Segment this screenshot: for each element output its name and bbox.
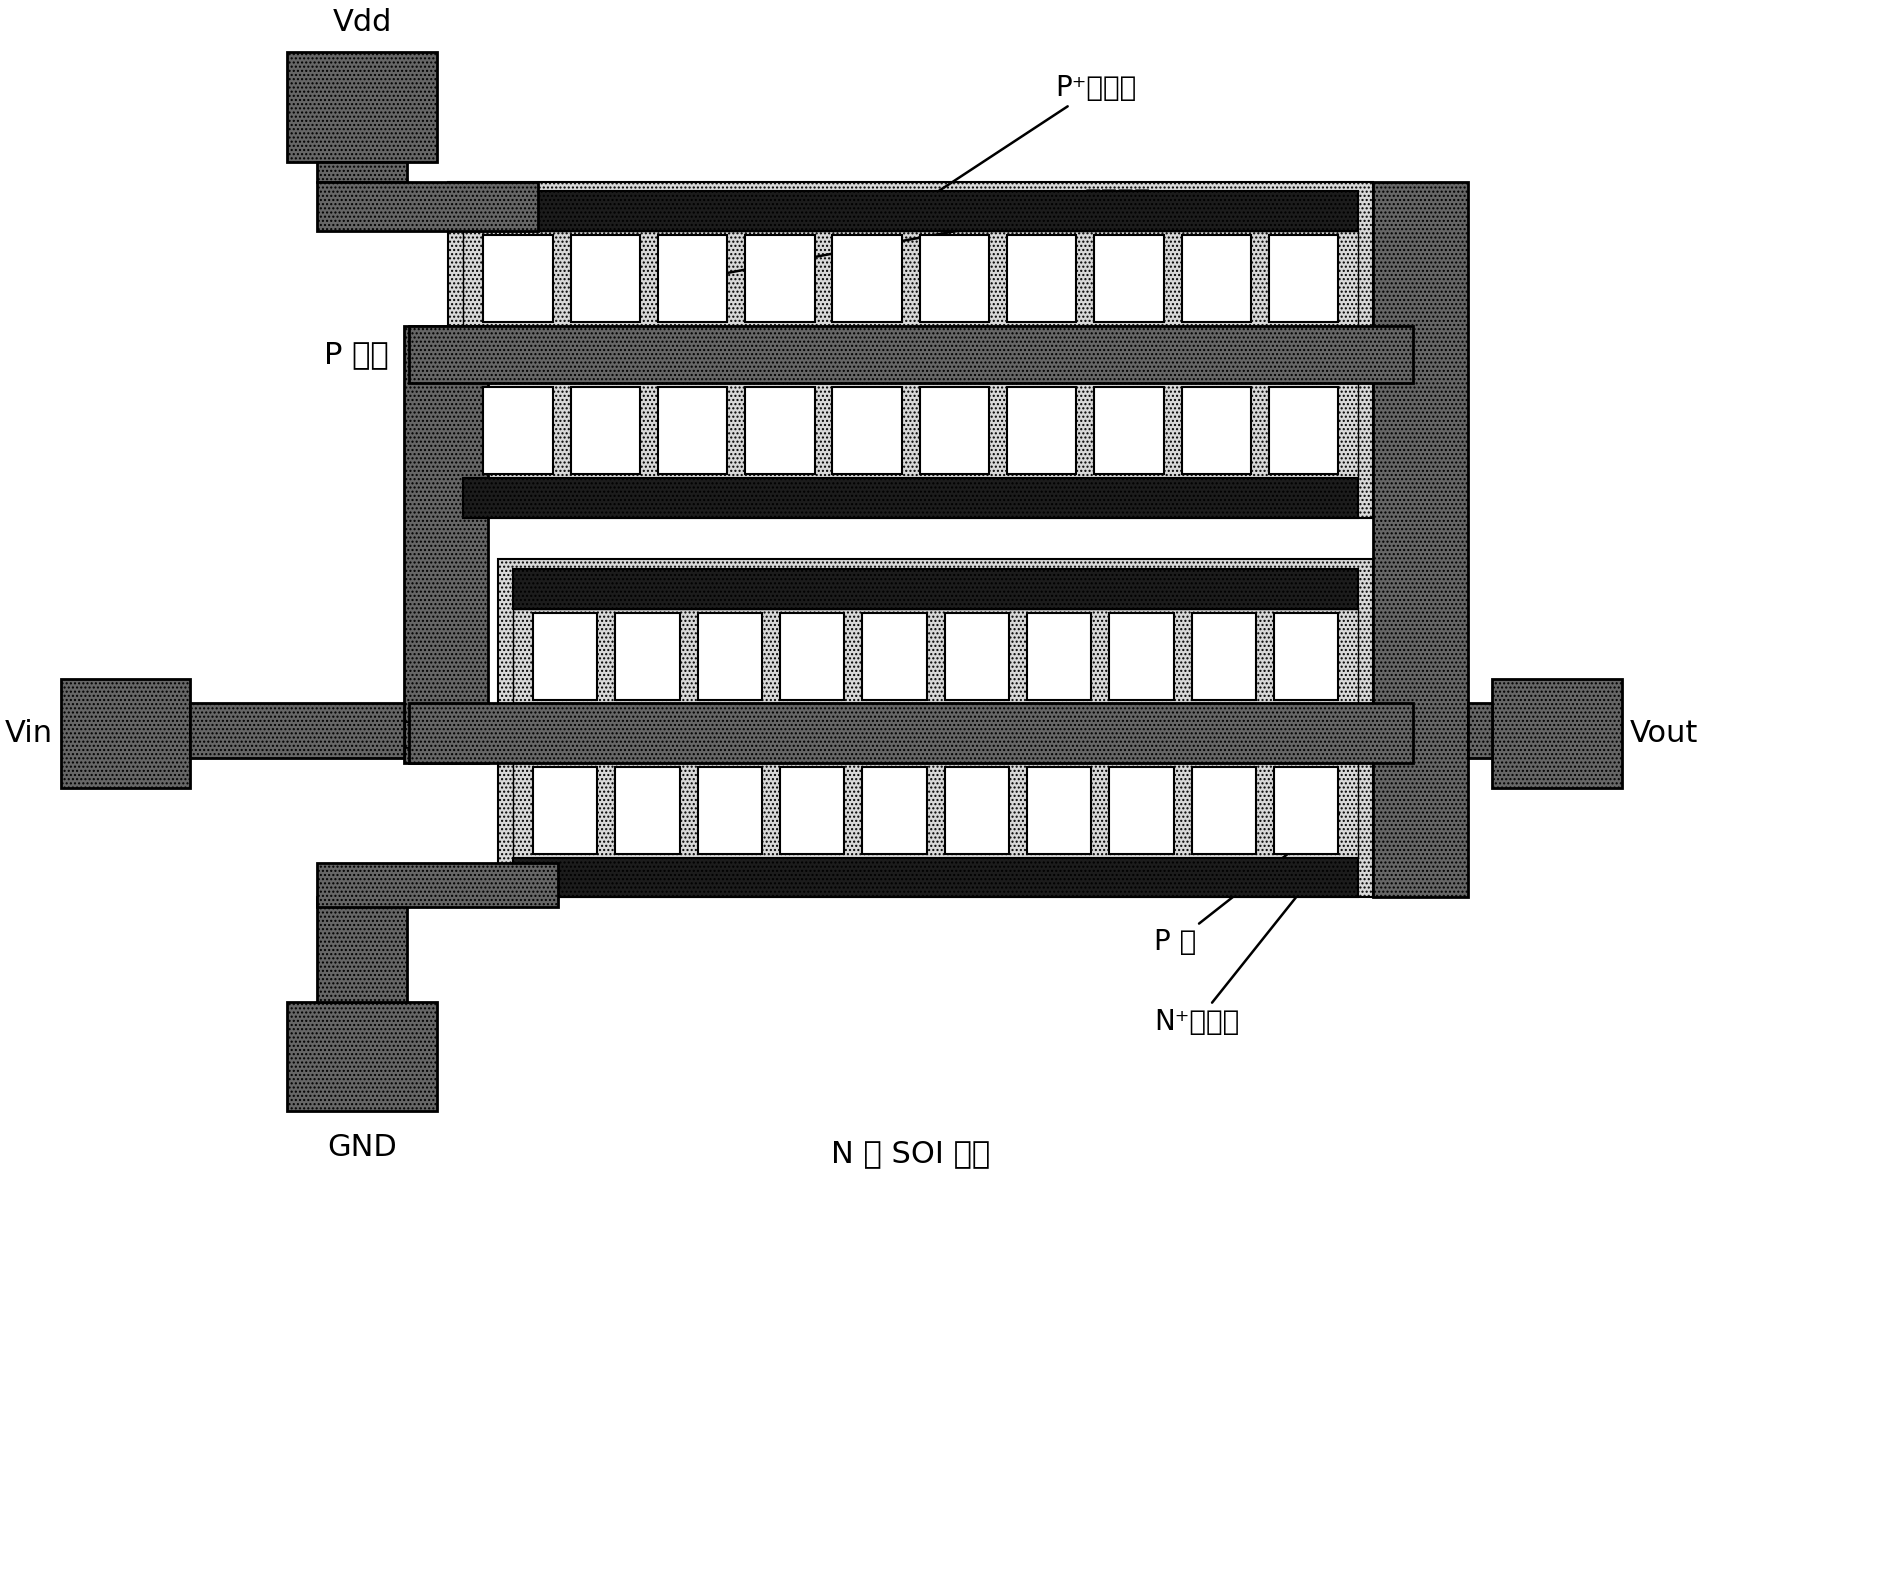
- Bar: [61, 679, 189, 788]
- Bar: [1492, 679, 1621, 788]
- Bar: [616, 613, 680, 700]
- Bar: [513, 609, 1358, 703]
- Text: N 型 SOI 资底: N 型 SOI 资底: [831, 1138, 991, 1168]
- Bar: [1191, 613, 1256, 700]
- Bar: [833, 236, 902, 321]
- Text: GND: GND: [328, 1133, 398, 1162]
- Bar: [862, 613, 926, 700]
- Bar: [1095, 236, 1163, 321]
- Bar: [657, 388, 727, 473]
- Text: N⁺接触孔: N⁺接触孔: [1153, 880, 1311, 1035]
- Bar: [1027, 768, 1091, 853]
- Text: Vdd: Vdd: [331, 8, 392, 38]
- Bar: [1373, 182, 1468, 898]
- Bar: [1182, 388, 1250, 473]
- Bar: [920, 236, 989, 321]
- Bar: [449, 182, 1373, 518]
- Bar: [318, 898, 407, 1002]
- Bar: [532, 613, 597, 700]
- Bar: [945, 768, 1010, 853]
- Bar: [288, 1002, 436, 1111]
- Bar: [409, 703, 1413, 763]
- Text: Vin: Vin: [4, 719, 53, 747]
- Bar: [464, 383, 1358, 478]
- Bar: [483, 388, 553, 473]
- Text: 硅纳米线: 硅纳米线: [703, 187, 1152, 280]
- Bar: [697, 613, 761, 700]
- Bar: [1008, 388, 1076, 473]
- Bar: [513, 763, 1358, 858]
- Bar: [1027, 613, 1091, 700]
- Bar: [1275, 768, 1339, 853]
- Bar: [288, 52, 436, 161]
- Bar: [780, 613, 845, 700]
- Bar: [464, 231, 1358, 326]
- Bar: [513, 858, 1358, 898]
- Bar: [513, 570, 1358, 609]
- Bar: [1269, 236, 1339, 321]
- Bar: [657, 236, 727, 321]
- Bar: [318, 182, 538, 231]
- Bar: [409, 326, 1413, 383]
- Bar: [920, 388, 989, 473]
- Bar: [318, 863, 559, 907]
- Text: N 沟道: N 沟道: [369, 719, 439, 747]
- Bar: [189, 703, 403, 758]
- Bar: [318, 161, 407, 182]
- Bar: [1269, 388, 1339, 473]
- Bar: [1275, 613, 1339, 700]
- Bar: [1110, 613, 1174, 700]
- Bar: [570, 236, 640, 321]
- Bar: [1008, 236, 1076, 321]
- Text: P⁺接触孔: P⁺接触孔: [915, 74, 1136, 206]
- Bar: [1110, 768, 1174, 853]
- Bar: [744, 388, 814, 473]
- Bar: [862, 768, 926, 853]
- Bar: [464, 192, 1358, 231]
- Bar: [945, 613, 1010, 700]
- Text: P 沟道: P 沟道: [324, 340, 388, 369]
- Bar: [780, 768, 845, 853]
- Bar: [1182, 236, 1250, 321]
- Text: P 阱: P 阱: [1153, 814, 1339, 956]
- Bar: [697, 768, 761, 853]
- Bar: [464, 478, 1358, 518]
- Bar: [532, 768, 597, 853]
- Bar: [403, 326, 489, 763]
- Bar: [833, 388, 902, 473]
- Bar: [570, 388, 640, 473]
- Bar: [1191, 768, 1256, 853]
- Bar: [616, 768, 680, 853]
- Bar: [1095, 388, 1163, 473]
- Bar: [744, 236, 814, 321]
- Text: Vout: Vout: [1629, 719, 1697, 747]
- Bar: [483, 236, 553, 321]
- Bar: [1468, 703, 1492, 758]
- Bar: [498, 559, 1373, 898]
